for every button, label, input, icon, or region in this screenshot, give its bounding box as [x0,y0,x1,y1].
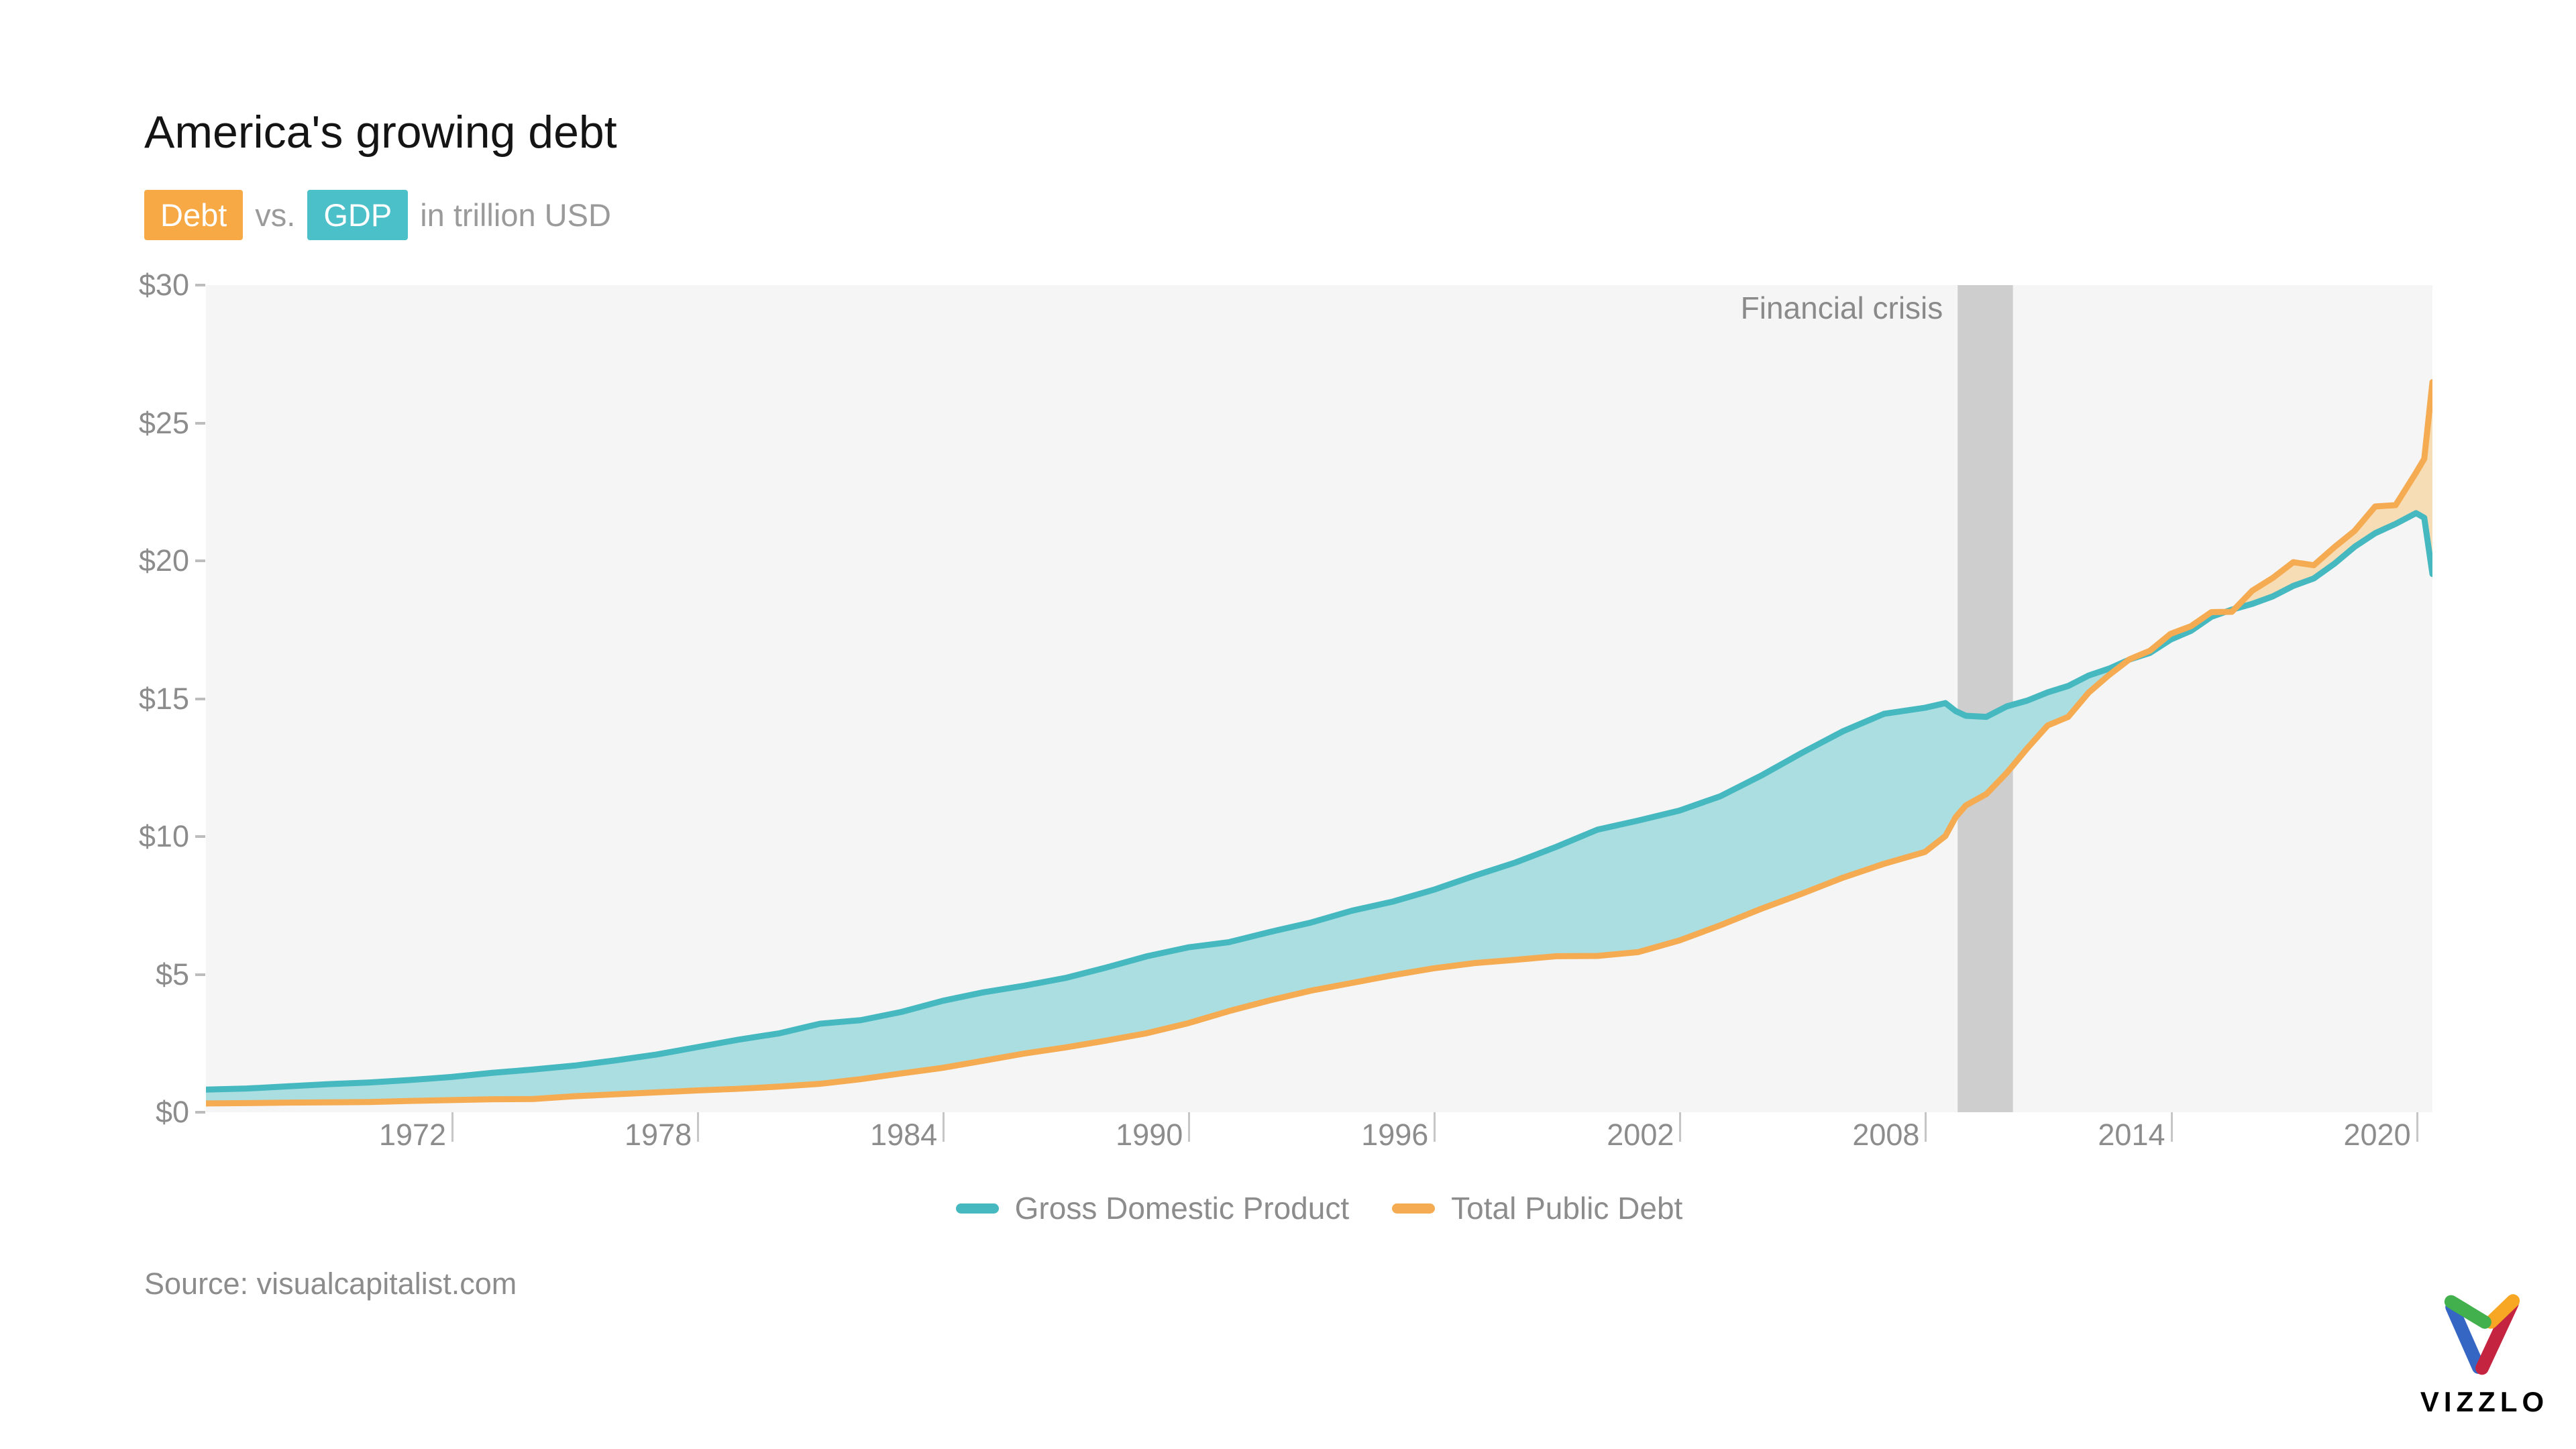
x-axis-label: 1978 [625,1118,692,1152]
x-axis-tick [2170,1112,2173,1142]
y-axis-label: $20 [138,543,189,578]
legend-label-gdp: Gross Domestic Product [1014,1191,1350,1226]
gdp-legend-swatch-icon [955,1203,999,1214]
subtitle-suffix-text: in trillion USD [420,197,611,233]
y-axis-tick [195,559,205,562]
x-axis-label: 2020 [2343,1118,2411,1152]
financial-crisis-band [1957,285,2013,1112]
x-axis-label: 1996 [1361,1118,1429,1152]
gdp-over-debt-fill [206,659,2129,1104]
vizzlo-logo-icon [2444,1294,2520,1375]
y-axis-tick [195,1111,205,1114]
y-axis-tick [195,973,205,976]
gdp-badge: GDP [307,190,409,240]
y-axis-label: $5 [155,957,189,991]
x-axis-tick [451,1112,454,1142]
plot-svg [206,285,2432,1112]
page-subtitle: Debt vs. GDP in trillion USD [144,190,611,240]
y-axis-tick [195,697,205,700]
debt-badge: Debt [144,190,244,240]
gdp-line [206,510,2432,1093]
y-axis-label: $30 [138,268,189,302]
x-axis-tick [1925,1112,1927,1142]
vizzlo-branding: VIZZLO [2415,1289,2549,1418]
legend: Gross Domestic Product Total Public Debt [206,1190,2432,1226]
financial-crisis-label: Financial crisis [1740,290,1943,325]
x-axis-tick [2416,1112,2418,1142]
legend-label-debt: Total Public Debt [1451,1191,1683,1226]
x-axis-label: 1990 [1116,1118,1183,1152]
y-axis-tick [195,835,205,838]
x-axis-label: 1984 [870,1118,938,1152]
x-axis-tick [1434,1112,1436,1142]
x-axis-tick [1188,1112,1191,1142]
x-axis-label: 2008 [1852,1118,1920,1152]
x-axis-label: 1972 [378,1118,447,1152]
x-axis-label: 2014 [2098,1118,2165,1152]
y-axis-label: $0 [155,1095,189,1129]
x-axis-label: 2002 [1607,1118,1674,1152]
page-title: America's growing debt [144,107,617,158]
x-axis-tick [943,1112,945,1142]
source-credit: Source: visualcapitalist.com [144,1267,517,1301]
y-axis-tick [195,421,205,425]
y-axis-label: $10 [138,819,189,853]
plot-area [206,285,2432,1112]
y-axis-label: $15 [138,681,189,716]
debt-legend-swatch-icon [1392,1203,1436,1214]
y-axis-label: $25 [138,405,189,440]
debt-line [206,379,2432,1107]
x-axis-tick [1679,1112,1682,1142]
x-axis-tick [697,1112,700,1142]
y-axis-tick [195,284,205,286]
subtitle-vs-text: vs. [255,197,296,233]
legend-item-debt: Total Public Debt [1392,1190,1682,1226]
vizzlo-wordmark: VIZZLO [2420,1386,2549,1417]
legend-item-gdp: Gross Domestic Product [955,1190,1350,1226]
